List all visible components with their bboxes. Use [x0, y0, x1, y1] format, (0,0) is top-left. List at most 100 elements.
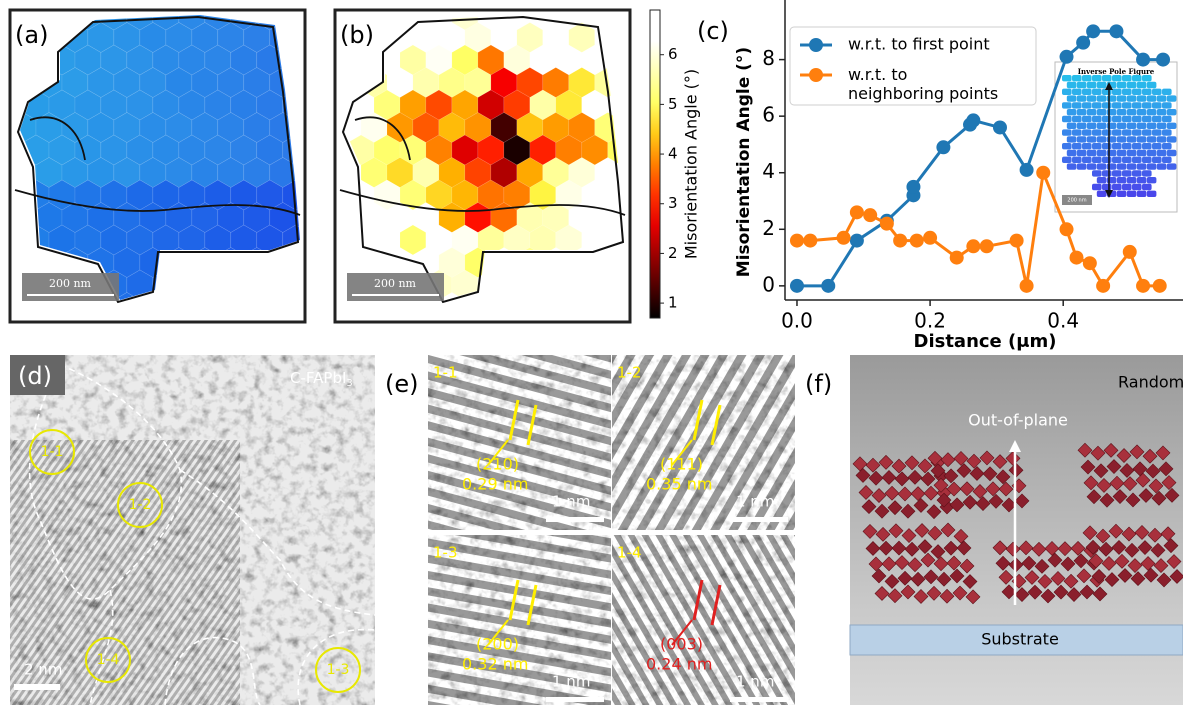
data-point — [1083, 256, 1097, 270]
inset-hex — [1147, 123, 1157, 129]
data-point — [863, 208, 877, 222]
data-point — [910, 234, 924, 248]
inset-hex — [1077, 109, 1087, 115]
inset-hex — [1122, 143, 1132, 149]
inset-hex — [1067, 109, 1077, 115]
inset-hex — [1107, 177, 1117, 183]
inset-hex — [1152, 89, 1162, 95]
inset-hex — [1117, 123, 1127, 129]
inset-hex — [1162, 102, 1172, 108]
inset-hex — [1167, 136, 1177, 142]
inset-hex — [1107, 123, 1117, 129]
inset-hex — [1082, 157, 1092, 163]
inset-hex — [1102, 102, 1112, 108]
inset-hex — [1092, 184, 1102, 190]
inset-hex — [1127, 123, 1137, 129]
inset-hex — [1102, 184, 1112, 190]
inset-hex — [1112, 75, 1122, 81]
inset-hex — [1147, 191, 1157, 197]
inset-hex — [1157, 123, 1167, 129]
inset-hex — [1117, 150, 1127, 156]
inset-hex — [1157, 109, 1167, 115]
inset-hex — [1102, 170, 1112, 176]
inset-hex — [1077, 123, 1087, 129]
inset-hex — [1072, 89, 1082, 95]
inset-hex — [1087, 163, 1097, 169]
scale-bar-label: 1 nm — [736, 673, 774, 691]
inset-hex — [1062, 157, 1072, 163]
y-tick-label: 0 — [762, 272, 775, 296]
data-point — [966, 113, 980, 127]
inset-hex — [1112, 129, 1122, 135]
corner-label: Random — [1118, 373, 1183, 392]
colorbar-tick-label: 4 — [668, 145, 678, 163]
plane-label: (111) — [660, 455, 703, 474]
data-point — [850, 234, 864, 248]
inset-hex — [1127, 109, 1137, 115]
inset-hex — [1082, 116, 1092, 122]
inset-hex — [1082, 89, 1092, 95]
inset-hex — [1062, 102, 1072, 108]
data-point — [837, 231, 851, 245]
plane-label: (210) — [476, 455, 519, 474]
data-point — [1060, 50, 1074, 64]
inset-hex — [1147, 177, 1157, 183]
inset-hex — [1167, 150, 1177, 156]
inset-hex — [1127, 163, 1137, 169]
inset-hex — [1137, 136, 1147, 142]
inset-hex — [1117, 82, 1127, 88]
inset-hex — [1067, 123, 1077, 129]
inset-hex — [1147, 109, 1157, 115]
inset-hex — [1102, 116, 1112, 122]
data-point — [790, 279, 804, 293]
inset-hex — [1142, 89, 1152, 95]
inset-hex — [1137, 150, 1147, 156]
inset-hex — [1157, 95, 1167, 101]
inset-hex — [1122, 89, 1132, 95]
colorbar — [650, 10, 660, 318]
panel-label: (f) — [805, 370, 832, 398]
inset-hex — [1152, 143, 1162, 149]
inset-hex — [1162, 116, 1172, 122]
inset-hex — [1087, 150, 1097, 156]
region-label: 1-1 — [41, 444, 64, 460]
inset-hex — [1137, 177, 1147, 183]
data-point — [1036, 166, 1050, 180]
inset-hex — [1077, 150, 1087, 156]
panel-label: (d) — [18, 362, 52, 390]
data-point — [1123, 245, 1137, 259]
data-point — [980, 239, 994, 253]
inset-hex — [1127, 150, 1137, 156]
inset-hex — [1087, 123, 1097, 129]
y-tick-label: 4 — [762, 159, 775, 183]
inset-hex — [1082, 129, 1092, 135]
inset-hex — [1062, 75, 1072, 81]
y-axis-label: Misorientation Angle (°) — [734, 47, 754, 277]
data-point — [1060, 222, 1074, 236]
plane-label: (200) — [476, 635, 519, 654]
inset-hex — [1127, 95, 1137, 101]
inset-hex — [1072, 102, 1082, 108]
inset-hex — [1137, 163, 1147, 169]
inset-hex — [1142, 129, 1152, 135]
inset-hex — [1147, 82, 1157, 88]
spacing-label: 0.35 nm — [646, 475, 712, 494]
inset-hex — [1107, 109, 1117, 115]
inset-hex — [1162, 143, 1172, 149]
inset-hex — [1132, 129, 1142, 135]
inset-hex — [1152, 102, 1162, 108]
inset-hex — [1117, 95, 1127, 101]
y-tick-label: 2 — [762, 216, 775, 240]
subpanel-label: 1-1 — [433, 364, 458, 382]
spacing-label: 0.24 nm — [646, 655, 712, 674]
inset-hex — [1092, 143, 1102, 149]
inset-hex — [1092, 102, 1102, 108]
inset-hex — [1142, 116, 1152, 122]
inset-hex — [1167, 109, 1177, 115]
inset-hex — [1082, 102, 1092, 108]
inset-hex — [1097, 82, 1107, 88]
region-label: 1-3 — [327, 662, 350, 678]
inset-hex — [1077, 163, 1087, 169]
inset-hex — [1142, 184, 1152, 190]
x-tick-label: 0.0 — [781, 309, 813, 333]
